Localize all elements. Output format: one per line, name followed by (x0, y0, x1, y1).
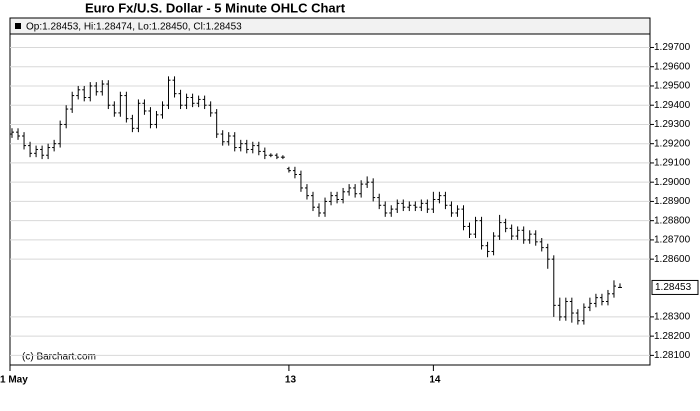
y-tick-label: 1.28800 (654, 215, 691, 226)
plot-frame (9, 17, 651, 366)
y-tick-label: 1.28300 (654, 312, 691, 323)
x-tick-label: 1 May (0, 375, 28, 386)
x-tick-label: 13 (285, 375, 297, 386)
y-tick-label: 1.29400 (654, 100, 691, 111)
last-price-label: 1.28453 (655, 282, 692, 293)
y-tick-label: 1.28200 (654, 331, 691, 342)
x-tick-label: 14 (429, 375, 441, 386)
y-tick-label: 1.29000 (654, 177, 691, 188)
y-tick-label: 1.29200 (654, 138, 691, 149)
y-tick-label: 1.28900 (654, 196, 691, 207)
last-price-box (651, 279, 699, 295)
header-bar (9, 17, 651, 35)
watermark: (c) Barchart.com (22, 352, 96, 363)
y-tick-label: 1.28700 (654, 235, 691, 246)
y-tick-label: 1.28600 (654, 254, 691, 265)
y-tick-label: 1.29600 (654, 61, 691, 72)
y-tick-label: 1.28100 (654, 350, 691, 361)
y-tick-label: 1.29300 (654, 119, 691, 130)
y-tick-label: 1.29700 (654, 42, 691, 53)
header-text: Op:1.28453, Hi:1.28474, Lo:1.28450, Cl:1… (26, 22, 242, 33)
header-icon (15, 23, 21, 29)
y-tick-label: 1.29100 (654, 158, 691, 169)
chart-title: Euro Fx/U.S. Dollar - 5 Minute OHLC Char… (85, 0, 346, 15)
y-tick-label: 1.29500 (654, 81, 691, 92)
